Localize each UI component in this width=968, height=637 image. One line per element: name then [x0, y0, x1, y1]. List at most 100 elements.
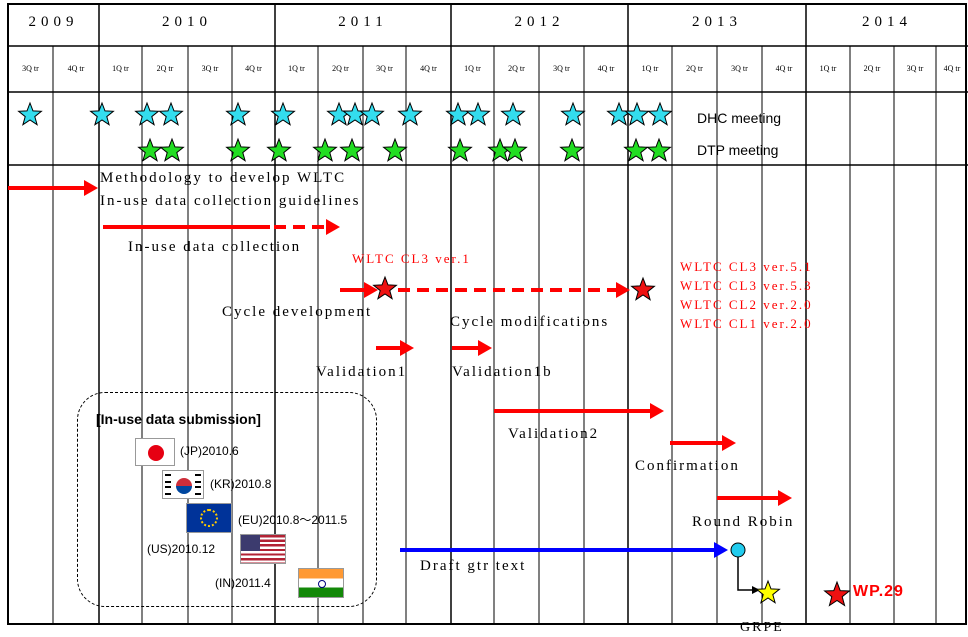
dhc-meeting-star-icon: [158, 101, 184, 126]
quarter-label: 4Q tr: [597, 64, 615, 73]
validation2-arrow-head: [650, 403, 664, 419]
wltc-v1-milestone-icon: [372, 275, 398, 300]
dtp-meeting-star-icon: [137, 137, 163, 162]
quarter-label: 1Q tr: [288, 64, 305, 73]
dtp-meeting-star-icon: [312, 137, 338, 162]
dhc-meeting-star-icon: [17, 101, 43, 126]
version-item: WLTC CL1 ver.2.0: [680, 316, 813, 331]
grpe-star-icon: [755, 579, 781, 604]
validation1b-arrow-head: [478, 340, 492, 356]
round-robin-arrow-head: [778, 490, 792, 506]
quarter-label: 3Q tr: [376, 64, 393, 73]
dhc-meeting-star-icon: [606, 101, 632, 126]
quarter-label: 3Q tr: [22, 64, 39, 73]
quarter-label: 2Q tr: [332, 64, 349, 73]
validation1-arrow-head: [400, 340, 414, 356]
submission-in: (IN)2011.4: [215, 576, 271, 590]
version-item: WLTC CL3 ver.5.3: [680, 278, 813, 293]
dhc-meeting-star-icon: [225, 101, 251, 126]
version-item: WLTC CL2 ver.2.0: [680, 297, 813, 312]
dtp-meeting-star-icon: [339, 137, 365, 162]
quarter-label: 1Q tr: [464, 64, 481, 73]
modification-arrow-head: [616, 282, 630, 298]
collection-label: In-use data collection: [128, 239, 302, 255]
dhc-meeting-star-icon: [134, 101, 160, 126]
validation1b-label: Validation1b: [452, 364, 553, 380]
quarter-label: 3Q tr: [906, 64, 924, 73]
dhc-meeting-label: DHC meeting: [697, 110, 782, 126]
dhc-meeting-star-icon: [560, 101, 586, 126]
year-label: 2010: [162, 14, 212, 30]
dtp-meeting-star-icon: [266, 137, 292, 162]
korea-flag-icon: [162, 470, 204, 499]
quarter-label: 3Q tr: [553, 64, 570, 73]
dtp-meeting-star-icon: [447, 137, 473, 162]
grpe-label: GRPE: [740, 620, 784, 635]
dtp-meeting-star-icon: [225, 137, 251, 162]
dhc-meeting-star-icon: [500, 101, 526, 126]
validation2-label: Validation2: [508, 426, 600, 442]
quarter-label: 3Q tr: [731, 64, 748, 73]
submission-us: (US)2010.12: [147, 542, 216, 556]
dhc-meeting-star-icon: [397, 101, 423, 126]
wltc-final-milestone-icon: [630, 276, 656, 301]
guidelines-label: In-use data collection guidelines: [100, 193, 361, 209]
dtp-meeting-star-icon: [382, 137, 408, 162]
dtp-meeting-star-icon: [646, 137, 672, 162]
confirmation-label: Confirmation: [635, 458, 740, 474]
gtr-node-icon: [730, 542, 746, 558]
quarter-label: 2Q tr: [863, 64, 881, 73]
quarter-label: 4Q tr: [420, 64, 437, 73]
year-label: 2014: [862, 14, 912, 30]
confirmation-arrow-head: [722, 435, 736, 451]
submission-kr: (KR)2010.8: [210, 477, 272, 491]
dhc-meeting-star-icon: [89, 101, 115, 126]
quarter-label: 1Q tr: [112, 64, 129, 73]
dtp-meeting-star-icon: [159, 137, 185, 162]
wp29-label: WP.29: [853, 583, 904, 600]
dhc-meeting-star-icon: [624, 101, 650, 126]
submission-box: [77, 392, 377, 607]
eu-flag-icon: [186, 503, 232, 533]
quarter-label: 2Q tr: [508, 64, 525, 73]
dhc-meeting-star-icon: [359, 101, 385, 126]
draft-gtr-label: Draft gtr text: [420, 558, 527, 574]
quarter-label: 1Q tr: [819, 64, 837, 73]
version-item: WLTC CL3 ver.5.1: [680, 259, 813, 274]
year-label: 2013: [692, 14, 742, 30]
grpe-connector: [737, 557, 756, 591]
round-robin-label: Round Robin: [692, 514, 795, 530]
quarter-label: 2Q tr: [686, 64, 703, 73]
cycle-development-label: Cycle development: [222, 304, 373, 320]
frame-border: [7, 3, 967, 625]
us-flag-icon: [240, 534, 286, 564]
validation1-label: Validation1: [316, 364, 408, 380]
methodology-arrow-head: [84, 180, 98, 196]
year-label: 2012: [514, 14, 565, 30]
quarter-label: 4Q tr: [943, 64, 961, 73]
year-label: 2009: [28, 14, 79, 30]
development-arrow-head: [364, 282, 378, 298]
quarter-label: 4Q tr: [245, 64, 262, 73]
collection-extension-arrow-head: [326, 219, 340, 235]
quarter-label: 3Q tr: [201, 64, 219, 73]
submission-eu: (EU)2010.8～2011.5: [238, 513, 348, 527]
dtp-meeting-star-icon: [502, 137, 528, 162]
wltc-ver1-label: WLTC CL3 ver.1: [352, 251, 471, 266]
quarter-label: 4Q tr: [775, 64, 793, 73]
japan-flag-icon: [135, 438, 175, 466]
draft-gtr-arrow-head: [714, 542, 728, 558]
quarter-label: 2Q tr: [156, 64, 174, 73]
dhc-meeting-star-icon: [270, 101, 296, 126]
dtp-meeting-star-icon: [623, 137, 649, 162]
india-flag-icon: [298, 568, 344, 598]
grpe-connector-head: [752, 586, 760, 594]
dtp-meeting-star-icon: [559, 137, 585, 162]
quarter-label: 4Q tr: [67, 64, 85, 73]
dhc-meeting-star-icon: [465, 101, 491, 126]
dhc-meeting-star-icon: [647, 101, 673, 126]
dhc-meeting-star-icon: [445, 101, 471, 126]
year-label: 2011: [338, 14, 388, 30]
